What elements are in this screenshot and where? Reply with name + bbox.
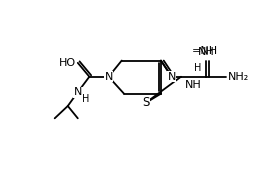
Text: N: N	[168, 72, 176, 82]
Text: =NH: =NH	[192, 46, 218, 56]
Text: S: S	[142, 96, 149, 109]
Text: N: N	[105, 72, 113, 82]
Text: H: H	[194, 63, 202, 73]
Text: HO: HO	[59, 58, 76, 68]
Text: NH: NH	[185, 80, 202, 90]
Text: N: N	[74, 87, 82, 97]
Text: NH₂: NH₂	[228, 72, 249, 82]
Text: H: H	[82, 94, 89, 104]
Text: NH: NH	[198, 48, 215, 57]
